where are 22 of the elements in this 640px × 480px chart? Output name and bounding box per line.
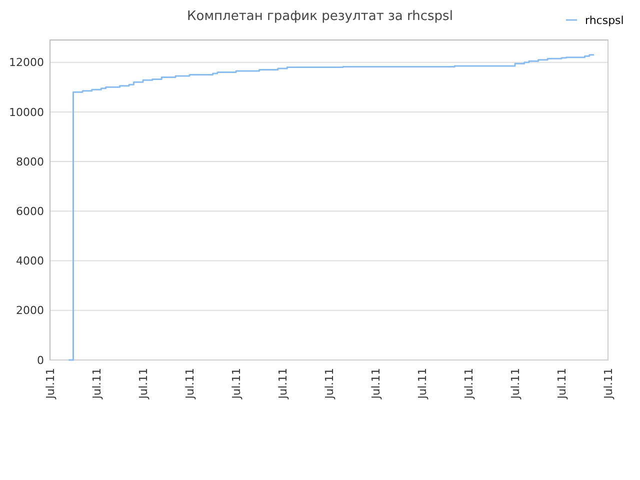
- y-tick-label: 8000: [16, 155, 44, 168]
- y-tick-label: 4000: [16, 254, 44, 268]
- legend-label: rhcspsl: [585, 14, 624, 27]
- x-tick-label: Jul.11: [183, 368, 196, 400]
- x-tick-label: Jul.11: [230, 368, 243, 400]
- x-tick-label: Jul.11: [44, 368, 57, 400]
- x-tick-label: Jul.11: [416, 368, 429, 400]
- x-tick-label: Jul.11: [322, 368, 336, 400]
- x-tick-label: Jul.11: [555, 368, 568, 400]
- x-tick-label: Jul.11: [90, 368, 104, 400]
- y-tick-label: 6000: [16, 205, 44, 218]
- x-tick-label: Jul.11: [462, 368, 476, 400]
- y-tick-label: 10000: [9, 106, 44, 119]
- y-tick-label: 12000: [9, 56, 44, 70]
- x-tick-label: Jul.11: [369, 368, 382, 400]
- x-tick-label: Jul.11: [136, 368, 150, 400]
- x-tick-label: Jul.11: [276, 368, 290, 400]
- chart-title: Комплетан график резултат за rhcspsl: [187, 9, 453, 24]
- x-tick-label: Jul.11: [508, 368, 522, 400]
- y-tick-label: 2000: [16, 304, 44, 318]
- x-tick-label: Jul.11: [602, 368, 615, 400]
- y-tick-label: 0: [37, 354, 44, 367]
